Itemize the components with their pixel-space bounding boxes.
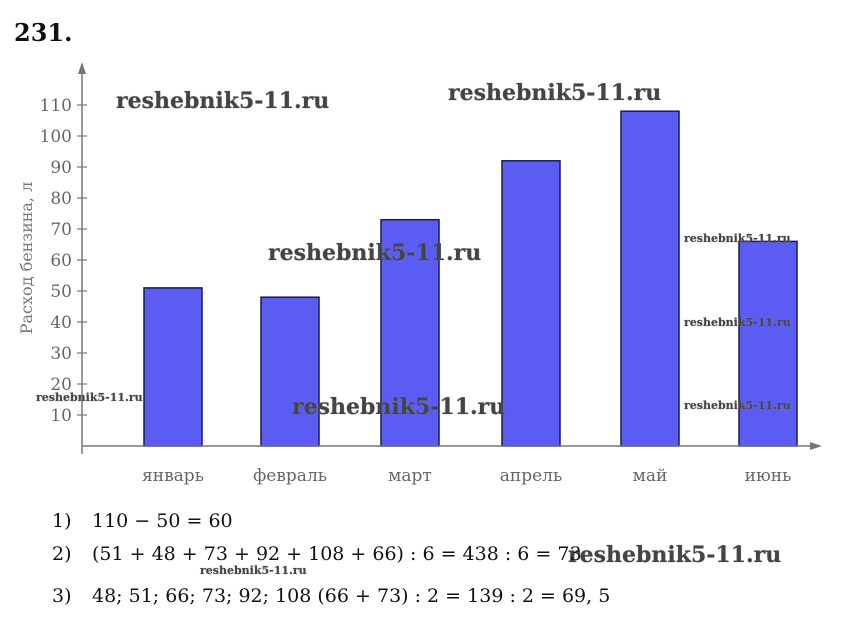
solution-number: 1): [52, 510, 72, 532]
solution-text: 48; 51; 66; 73; 92; 108 (66 + 73) : 2 = …: [92, 585, 611, 607]
problem-number: 231.: [14, 18, 73, 47]
x-tick-label: апрель: [500, 466, 562, 486]
solution-text: (51 + 48 + 73 + 92 + 108 + 66) : 6 = 438…: [92, 543, 582, 565]
y-tick-label: 110: [40, 96, 72, 116]
watermark: reshebnik5-11.ru: [200, 564, 307, 577]
watermark: reshebnik5-11.ru: [116, 88, 330, 114]
x-axis-arrow: [810, 442, 822, 450]
watermark: reshebnik5-11.ru: [684, 232, 791, 245]
watermark: reshebnik5-11.ru: [684, 399, 791, 412]
y-tick-label: 50: [50, 282, 72, 302]
y-tick-label: 60: [50, 251, 72, 271]
bar-1: [143, 287, 203, 447]
x-tick-label: февраль: [253, 466, 327, 486]
bar-4: [501, 160, 561, 447]
bar-6: [738, 240, 798, 447]
y-tick-label: 20: [50, 375, 72, 395]
x-tick-label: январь: [142, 466, 204, 486]
watermark: reshebnik5-11.ru: [448, 80, 662, 106]
y-tick-label: 90: [50, 158, 72, 178]
watermark: reshebnik5-11.ru: [36, 391, 143, 404]
watermark: reshebnik5-11.ru: [268, 240, 482, 266]
y-tick-label: 10: [50, 406, 72, 426]
watermark: reshebnik5-11.ru: [292, 394, 506, 420]
y-tick-label: 30: [50, 344, 72, 364]
bar-5: [620, 110, 680, 447]
solution-number: 3): [52, 585, 72, 607]
x-tick-label: май: [633, 466, 668, 486]
solution-line-1: 1) 110 − 50 = 60: [52, 510, 233, 532]
x-tick-label: март: [388, 466, 432, 486]
x-tick-label: июнь: [745, 466, 792, 486]
y-tick-label: 80: [50, 189, 72, 209]
solution-line-2: 2) (51 + 48 + 73 + 92 + 108 + 66) : 6 = 4…: [52, 543, 582, 565]
y-axis-label: Расход бензина, л: [17, 182, 36, 335]
solution-line-3: 3) 48; 51; 66; 73; 92; 108 (66 + 73) : 2 …: [52, 585, 610, 607]
y-tick-label: 100: [40, 127, 72, 147]
solution-text: 110 − 50 = 60: [92, 510, 233, 532]
y-axis-arrow: [78, 62, 86, 74]
bar-2: [260, 296, 320, 447]
bar-chart: 10 20 30 40 50 60 70 80 90 100 110 январь февраль ма…: [17, 62, 822, 486]
bar-3: [380, 218, 440, 447]
y-tick-label: 70: [50, 220, 72, 240]
y-tick-label: 40: [50, 313, 72, 333]
watermark: reshebnik5-11.ru: [568, 542, 782, 568]
solution-number: 2): [52, 543, 72, 565]
watermark: reshebnik5-11.ru: [684, 316, 791, 329]
